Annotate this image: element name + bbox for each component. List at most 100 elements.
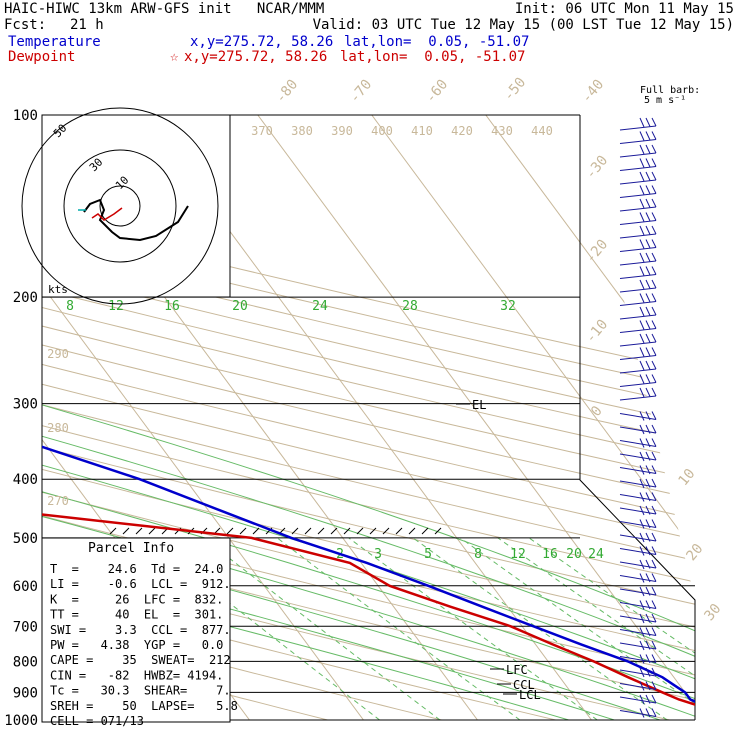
wind-barb-feather	[639, 266, 645, 276]
hodograph-ring	[99, 185, 141, 227]
wind-barb-icon	[619, 395, 657, 401]
moist-adiabat-label: 12	[108, 299, 124, 314]
wind-barb-feather	[639, 387, 645, 398]
wind-barb-icon	[619, 561, 657, 569]
wind-barb-icon	[619, 355, 657, 360]
wind-barb-feather	[651, 252, 657, 262]
wind-barb-feather	[639, 465, 645, 475]
wind-barb-icon	[619, 247, 657, 252]
moist-adiabat-label: 32	[500, 299, 516, 314]
wind-barb-feather	[645, 225, 651, 235]
mixing-ratio-line	[460, 537, 695, 720]
wind-barb-feather	[651, 131, 657, 140]
wind-barb-feather	[651, 519, 657, 528]
wind-barb-feather	[651, 451, 657, 461]
wind-barb-icon	[619, 314, 657, 320]
hatch-mark	[226, 527, 234, 535]
wind-barb-feather	[651, 667, 657, 677]
isotherm-line	[485, 115, 695, 720]
pressure-tick-label: 400	[13, 472, 38, 488]
wind-barb-feather	[645, 667, 651, 677]
wind-barb-feather	[639, 306, 645, 317]
wind-barb-feather	[645, 320, 651, 330]
wind-barb-feather	[645, 694, 651, 704]
wind-barb-icon	[619, 696, 657, 704]
fcst-value: 21 h	[70, 17, 104, 33]
wind-barb-feather	[645, 505, 651, 515]
barb-legend-label: Full barb:	[640, 85, 701, 96]
wind-barb-feather	[639, 347, 645, 357]
parcel-info-row: CIN = -82 HWBZ= 4194.	[50, 668, 223, 682]
wind-barb-icon	[619, 467, 657, 474]
wind-barb-icon	[619, 440, 657, 447]
wind-barb-feather	[639, 320, 645, 330]
wind-barb-icon	[619, 382, 657, 387]
wind-barb-feather	[639, 239, 645, 249]
isotherm-label: -50	[501, 75, 530, 105]
wind-barb-feather	[645, 613, 651, 623]
theta-label-left: 290	[47, 347, 69, 361]
isotherm-label: -30	[583, 153, 612, 183]
wind-barb-icon	[619, 534, 657, 542]
wind-barb-feather	[651, 360, 657, 370]
theta-label: 380	[291, 124, 313, 138]
wind-barb-feather	[639, 374, 645, 384]
dewpoint-xy: x,y=275.72, 58.26	[184, 49, 328, 65]
mixing-ratio-label: 3	[374, 547, 382, 562]
hodograph-ring	[21, 107, 219, 305]
theta-label: 440	[531, 124, 553, 138]
dewpoint-latlon: lat,lon= 0.05, -51.07	[340, 49, 526, 65]
wind-barb-feather	[645, 708, 651, 718]
wind-barb-feather	[645, 333, 651, 343]
wind-barb-icon	[619, 328, 657, 333]
hatch-mark	[369, 527, 377, 535]
theta-label: 420	[451, 124, 473, 138]
parcel-info-row: Tc = 30.3 SHEAR= 7.	[50, 684, 231, 698]
wind-barb-icon	[619, 683, 657, 690]
wind-barb-feather	[651, 546, 657, 555]
wind-barb-feather	[645, 438, 651, 448]
wind-barb-feather	[645, 239, 651, 249]
wind-barb-icon	[619, 139, 657, 144]
dry-adiabat-line	[42, 115, 556, 720]
parcel-info-row: PW = 4.38 YGP = 0.0	[50, 638, 223, 652]
dry-adiabat-line	[42, 115, 695, 720]
temperature-profile	[42, 115, 695, 720]
wind-barb-feather	[645, 144, 651, 154]
hatch-mark	[382, 527, 390, 535]
hatch-mark	[356, 527, 364, 535]
mixing-ratio-line	[276, 537, 521, 720]
wind-barb-feather	[645, 424, 651, 434]
wind-barb-feather	[639, 252, 645, 263]
wind-barb-feather	[651, 708, 657, 717]
wind-barb-feather	[639, 144, 645, 155]
wind-barb-feather	[645, 131, 651, 141]
wind-barb-feather	[645, 559, 651, 569]
parcel-info-row: K = 26 LFC = 832.	[50, 592, 223, 606]
mixing-ratio-line	[202, 537, 441, 720]
moist-adiabat-label: 16	[164, 299, 180, 314]
wind-barb-feather	[645, 627, 651, 637]
dry-adiabat-line	[42, 115, 695, 720]
parcel-info-row: CAPE = 35 SWEAT= 212	[50, 653, 231, 667]
hatch-mark	[434, 527, 442, 535]
dry-adiabat-line	[42, 115, 695, 720]
moist-adiabat-label: 20	[232, 299, 248, 314]
wind-barb-icon	[619, 602, 657, 609]
pressure-tick-label: 1000	[4, 713, 38, 729]
wind-barb-feather	[645, 681, 651, 691]
wind-barb-feather	[651, 171, 657, 181]
theta-label: 390	[331, 124, 353, 138]
model-title: HAIC-HIWC 13km ARW-GFS init NCAR/MMM	[4, 1, 325, 17]
isotherm-label: 20	[683, 541, 706, 564]
wind-barb-feather	[639, 546, 645, 556]
hodograph-ring	[63, 149, 177, 263]
wind-barb-icon	[619, 368, 657, 374]
pressure-tick-label: 300	[13, 397, 38, 413]
wind-barb-icon	[619, 341, 657, 347]
hatch-mark	[122, 527, 130, 535]
hatch-mark	[330, 527, 338, 535]
hatch-mark	[109, 527, 117, 535]
wind-barb-feather	[645, 117, 651, 127]
